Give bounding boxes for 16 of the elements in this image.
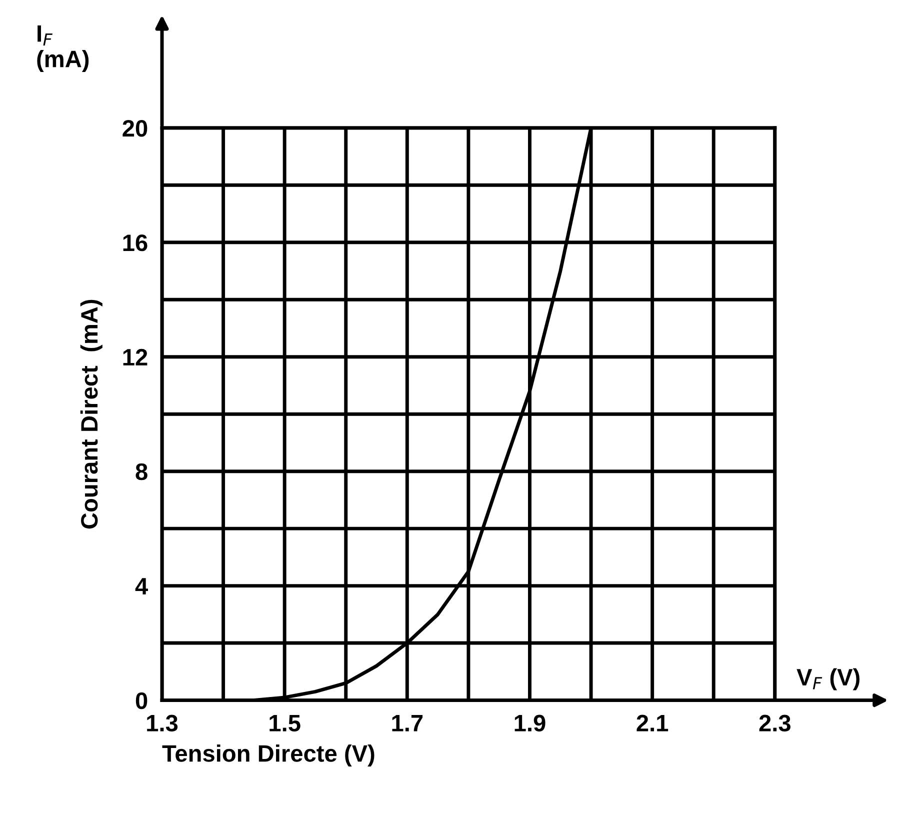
y-axis-title: Courant Direct (mA) <box>80 300 102 529</box>
y-tick-label: 4 <box>135 578 148 594</box>
y-tick-label: 8 <box>136 463 148 480</box>
y-tick-label: 16 <box>123 234 148 252</box>
x-tick-label: 1.5 <box>270 715 300 732</box>
y-tick-label: 12 <box>123 348 148 366</box>
x-tick-label: 1.9 <box>514 714 546 732</box>
text: V$_{F}$ (V) <box>796 668 860 690</box>
y-tick-label: 20 <box>122 120 148 137</box>
y-tick-label: 0 <box>136 692 148 710</box>
x-tick-label: 1.7 <box>392 715 423 732</box>
x-axis-title: Tension Directe (V) <box>162 744 374 767</box>
x-tick-label: 1.3 <box>147 714 178 732</box>
text: I$_{F}$ (mA) <box>37 25 89 72</box>
x-tick-label: 2.3 <box>759 714 790 732</box>
x-tick-label: 2.1 <box>636 714 668 732</box>
